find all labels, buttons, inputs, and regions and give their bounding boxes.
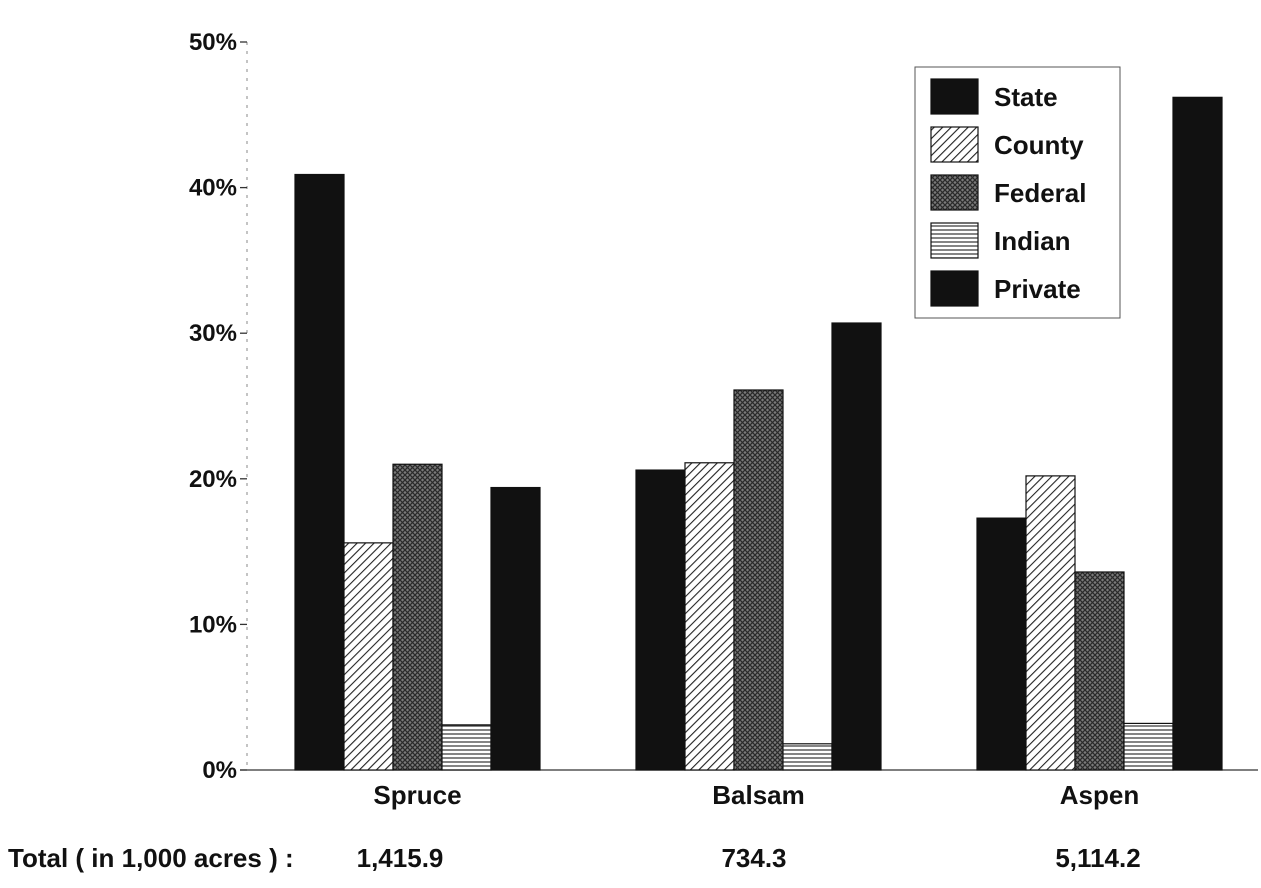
x-axis-labels: Spruce Balsam Aspen <box>373 780 1139 810</box>
y-tick-label: 40% <box>189 175 237 202</box>
bar-balsam-private <box>831 322 882 771</box>
legend: State County Federal Indian Private <box>914 66 1121 319</box>
total-value: 5,114.2 <box>1055 843 1140 873</box>
legend-swatch-county <box>930 126 979 163</box>
total-value: 734.3 <box>721 843 786 873</box>
bar-spruce-county <box>343 542 394 771</box>
bar-balsam-federal <box>733 389 784 771</box>
bar-aspen-indian <box>1123 722 1174 771</box>
bar-aspen-federal <box>1074 571 1125 771</box>
y-axis-ticks: 0% 10% 20% 30% 40% 50% <box>189 29 247 784</box>
legend-label-federal: Federal <box>994 178 1087 208</box>
y-tick-label: 0% <box>202 757 237 784</box>
legend-label-private: Private <box>994 274 1081 304</box>
bar-balsam-indian <box>782 743 833 771</box>
bar-balsam-county <box>684 462 735 771</box>
x-category-label: Balsam <box>712 780 805 810</box>
x-category-label: Spruce <box>373 780 461 810</box>
bars <box>294 96 1223 771</box>
bar-balsam-state <box>635 469 686 771</box>
bar-spruce-federal <box>392 463 443 771</box>
legend-swatch-indian <box>930 222 979 259</box>
totals-label: Total ( in 1,000 acres ) : <box>8 843 294 873</box>
bar-spruce-state <box>294 173 345 771</box>
y-tick-label: 10% <box>189 611 237 638</box>
totals-row: Total ( in 1,000 acres ) : 1,415.9 734.3 5… <box>8 843 1141 873</box>
bar-aspen-county <box>1025 475 1076 771</box>
legend-label-indian: Indian <box>994 226 1071 256</box>
bar-aspen-private <box>1172 96 1223 771</box>
y-tick-label: 50% <box>189 29 237 56</box>
legend-swatch-state <box>930 78 979 115</box>
x-category-label: Aspen <box>1060 780 1139 810</box>
legend-label-county: County <box>994 130 1084 160</box>
bar-aspen-state <box>976 517 1027 771</box>
total-value: 1,415.9 <box>357 843 444 873</box>
bar-spruce-indian <box>441 724 492 771</box>
legend-swatch-private <box>930 270 979 307</box>
bar-spruce-private <box>490 486 541 771</box>
y-tick-label: 20% <box>189 466 237 493</box>
legend-swatch-federal <box>930 174 979 211</box>
legend-label-state: State <box>994 82 1058 112</box>
y-tick-label: 30% <box>189 320 237 347</box>
